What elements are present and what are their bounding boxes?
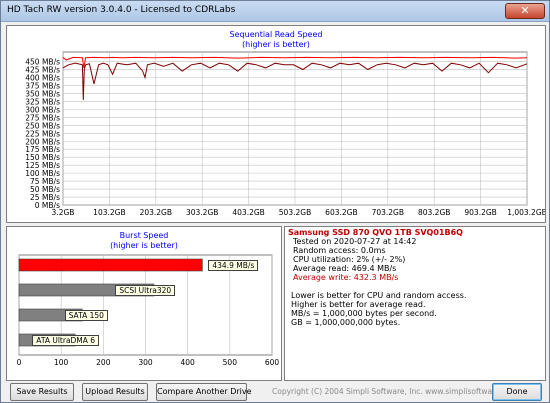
upload-results-button[interactable]: Upload Results <box>82 383 148 401</box>
y-tick-label: 150 MB/s <box>25 153 60 162</box>
x-tick-label: 503.2GB <box>279 208 311 217</box>
x-tick-label: 903.2GB <box>464 208 496 217</box>
y-tick-label: 0 MB/s <box>35 201 60 210</box>
x-tick-label: 203.2GB <box>140 208 172 217</box>
burst-speed-chart: Burst Speed (higher is better) 0 100 200 30… <box>17 231 280 367</box>
save-results-button[interactable]: Save Results <box>10 383 74 401</box>
title-bar: HD Tach RW version 3.0.4.0 - Licensed to… <box>1 1 549 22</box>
y-tick-label: 300 MB/s <box>25 105 60 114</box>
chart-title: Sequential Read Speed <box>230 30 323 39</box>
x-tick-label: 600 <box>265 358 280 367</box>
note-line: Higher is better for average read. <box>291 300 426 309</box>
x-tick-label: 803.2GB <box>418 208 450 217</box>
y-tick-label: 25 MB/s <box>30 193 60 202</box>
y-tick-label: 375 MB/s <box>25 81 60 90</box>
y-tick-label: 75 MB/s <box>30 177 60 186</box>
sequential-read-chart: Sequential Read Speed (higher is better)… <box>25 30 547 217</box>
tested-date: Tested on 2020-07-27 at 14:42 <box>293 237 417 246</box>
read-series-line <box>62 62 528 100</box>
x-tick-label: 103.2GB <box>93 208 125 217</box>
sequential-read-chart-panel: Sequential Read Speed (higher is better)… <box>6 25 547 223</box>
close-icon[interactable]: ✕ <box>505 3 545 19</box>
y-tick-label: 50 MB/s <box>30 185 60 194</box>
y-tick-label: 325 MB/s <box>25 97 60 106</box>
burst-bar-label: 434.9 MB/s <box>208 260 259 271</box>
x-tick-label: 303.2GB <box>186 208 218 217</box>
done-button[interactable]: Done <box>492 383 542 401</box>
burst-bar-label: SATA 150 <box>64 310 108 321</box>
drive-info-panel: Samsung SSD 870 QVO 1TB SVQ01B6Q Tested … <box>284 226 546 381</box>
y-tick-label: 275 MB/s <box>25 113 60 122</box>
x-tick-label: 200 <box>96 358 111 367</box>
note-line: MB/s = 1,000,000 bytes per second. <box>291 309 437 318</box>
burst-bar <box>18 258 203 272</box>
y-tick-label: 400 MB/s <box>25 74 60 83</box>
y-tick-label: 200 MB/s <box>25 137 60 146</box>
y-tick-label: 450 MB/s <box>25 58 60 67</box>
random-access: Random access: 0.0ms <box>293 246 386 255</box>
average-write: Average write: 432.3 MB/s <box>293 273 399 282</box>
y-tick-label: 425 MB/s <box>25 66 60 75</box>
x-tick-label: 403.2GB <box>232 208 264 217</box>
x-tick-label: 400 <box>181 358 196 367</box>
y-tick-label: 250 MB/s <box>25 121 60 130</box>
y-tick-label: 350 MB/s <box>25 89 60 98</box>
y-tick-label: 125 MB/s <box>25 161 60 170</box>
chart-subtitle: (higher is better) <box>242 40 310 49</box>
compare-another-drive-button[interactable]: Compare Another Drive <box>156 383 252 401</box>
burst-bar-label: SCSI Ultra320 <box>115 285 176 296</box>
chart-subtitle: (higher is better) <box>110 241 178 250</box>
note-line: GB = 1,000,000,000 bytes. <box>291 318 401 327</box>
window-title: HD Tach RW version 3.0.4.0 - Licensed to… <box>7 5 236 15</box>
y-tick-label: 100 MB/s <box>25 169 60 178</box>
copyright-text: Copyright (C) 2004 Simpli Software, Inc.… <box>272 387 519 396</box>
average-read: Average read: 469.4 MB/s <box>293 264 397 273</box>
drive-name: Samsung SSD 870 QVO 1TB SVQ01B6Q <box>288 228 463 237</box>
burst-bar-label: ATA UltraDMA 6 <box>32 335 100 346</box>
burst-speed-chart-panel: Burst Speed (higher is better) 0 100 200 30… <box>6 226 282 381</box>
x-tick-label: 100 <box>54 358 69 367</box>
x-tick-label: 703.2GB <box>372 208 404 217</box>
x-tick-label: 0 <box>17 358 22 367</box>
cpu-utilization: CPU utilization: 2% (+/- 2%) <box>293 255 406 264</box>
chart-title: Burst Speed <box>120 231 169 240</box>
x-tick-label: 3.2GB <box>52 208 75 217</box>
y-tick-label: 175 MB/s <box>25 145 60 154</box>
y-tick-label: 225 MB/s <box>25 129 60 138</box>
x-tick-label: 603.2GB <box>325 208 357 217</box>
x-tick-label: 300 <box>138 358 153 367</box>
note-line: Lower is better for CPU and random acces… <box>291 291 467 300</box>
write-series-line <box>62 56 528 68</box>
x-tick-label: 500 <box>223 358 238 367</box>
x-tick-label: 1,003.2GB <box>507 208 545 217</box>
